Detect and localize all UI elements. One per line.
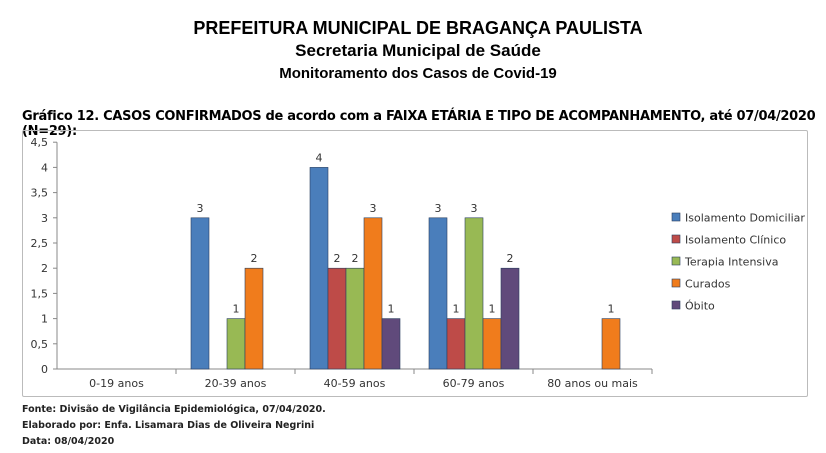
legend-swatch: [671, 212, 681, 222]
bar: [381, 318, 401, 370]
legend-label: Curados: [685, 278, 731, 291]
legend-swatch: [671, 278, 681, 288]
bar: [428, 217, 448, 370]
chart-frame: [22, 130, 808, 397]
y-tick-label: 0: [41, 363, 48, 376]
legend-label: Isolamento Domiciliar: [685, 212, 805, 225]
bar: [601, 318, 621, 370]
y-tick-label: 3: [41, 212, 48, 225]
bar: [345, 267, 365, 370]
bar: [226, 318, 246, 370]
data-label: 2: [251, 252, 258, 265]
data-label: 1: [453, 303, 460, 316]
y-tick-label: 4,5: [31, 136, 49, 149]
header-title: PREFEITURA MUNICIPAL DE BRAGANÇA PAULIST…: [193, 18, 643, 38]
data-label: 1: [233, 303, 240, 316]
footer-source: Fonte: Divisão de Vigilância Epidemiológ…: [22, 404, 326, 415]
bar: [482, 318, 502, 370]
legend-label: Terapia Intensiva: [684, 256, 778, 269]
data-label: 4: [316, 151, 323, 164]
legend-swatch: [671, 300, 681, 310]
bar: [327, 267, 347, 370]
y-tick-label: 1: [41, 313, 48, 326]
data-label: 1: [388, 303, 395, 316]
footer-date: Data: 08/04/2020: [22, 436, 115, 447]
bar: [464, 217, 484, 370]
data-label: 3: [197, 202, 204, 215]
footer-author: Elaborado por: Enfa. Lisamara Dias de Ol…: [22, 420, 315, 431]
bar: [500, 267, 520, 370]
data-label: 2: [334, 252, 341, 265]
legend-label: Isolamento Clínico: [685, 234, 786, 247]
data-label: 1: [608, 303, 615, 316]
data-label: 3: [435, 202, 442, 215]
legend-swatch: [671, 256, 681, 266]
legend-label: Óbito: [685, 300, 715, 313]
bar: [190, 217, 210, 370]
data-label: 2: [507, 252, 514, 265]
x-tick-label: 80 anos ou mais: [547, 377, 638, 390]
y-tick-label: 1,5: [31, 287, 49, 300]
data-label: 2: [352, 252, 359, 265]
y-tick-label: 2,5: [31, 237, 49, 250]
data-label: 3: [370, 202, 377, 215]
y-tick-label: 0,5: [31, 338, 49, 351]
chart-title: Gráfico 12. CASOS CONFIRMADOS de acordo …: [22, 109, 816, 139]
data-label: 1: [489, 303, 496, 316]
bar: [309, 167, 329, 370]
data-label: 3: [471, 202, 478, 215]
x-tick-label: 40-59 anos: [324, 377, 386, 390]
x-tick-label: 20-39 anos: [205, 377, 267, 390]
y-tick-label: 4: [41, 161, 48, 174]
bar: [446, 318, 466, 370]
legend-swatch: [671, 234, 681, 244]
bar: [244, 267, 264, 370]
x-tick-label: 60-79 anos: [443, 377, 505, 390]
y-tick-label: 3,5: [31, 187, 49, 200]
x-tick-label: 0-19 anos: [89, 377, 144, 390]
bar: [363, 217, 383, 370]
header-report-title: Monitoramento dos Casos de Covid-19: [279, 65, 557, 82]
y-tick-label: 2: [41, 262, 48, 275]
header-subtitle: Secretaria Municipal de Saúde: [295, 41, 541, 60]
